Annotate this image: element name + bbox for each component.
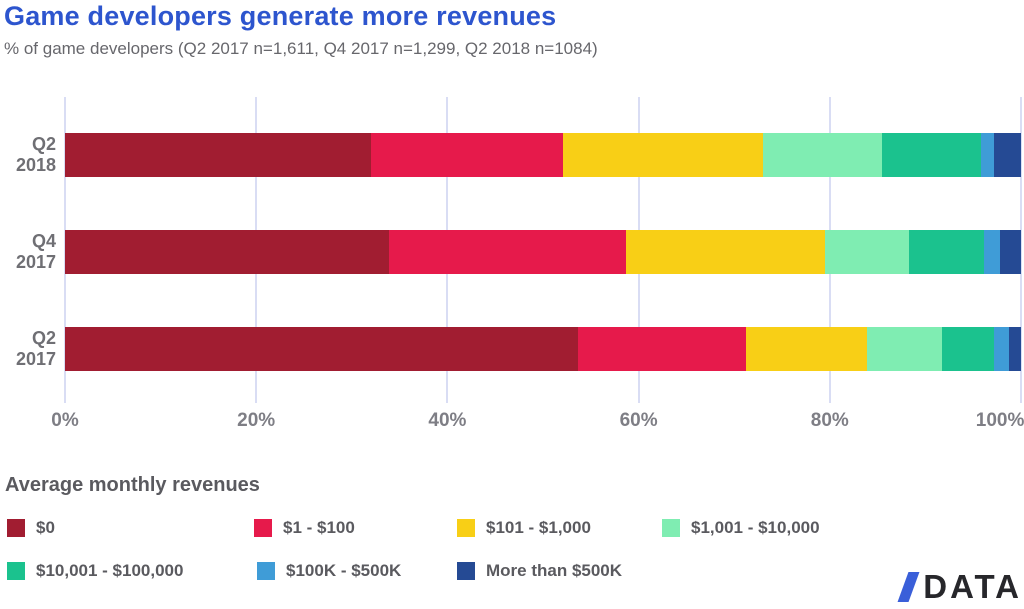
legend-item-label: More than $500K <box>486 561 623 580</box>
legend-item-label: $101 - $1,000 <box>486 518 591 537</box>
legend-item-label: $100K - $500K <box>286 561 402 580</box>
legend-swatch-100k-500k <box>257 562 275 580</box>
bar-segment-1-100 <box>389 230 627 274</box>
y-axis-labels: Q2 2018 Q4 2017 Q2 2017 <box>0 97 56 403</box>
bar-segment-100k-500k <box>983 230 1000 274</box>
x-axis-tick-label: 100% <box>975 410 1024 431</box>
bar-segment-more-than-500k <box>1008 327 1021 371</box>
x-axis: 0% 20% 40% 60% 80% 100% <box>51 410 1024 436</box>
bar-segment-100k-500k <box>994 327 1009 371</box>
legend-item-label: $0 <box>36 518 55 537</box>
legend-item-label: $10,001 - $100,000 <box>36 561 184 580</box>
bar-segment-101-1-000 <box>563 133 763 177</box>
bar-segment-1-001-10-000 <box>762 133 883 177</box>
legend-swatch-more-than-500k <box>457 562 475 580</box>
category-label-q2-2017: Q2 2017 <box>15 328 56 369</box>
bar-segment-1-100 <box>578 327 746 371</box>
legend-item-label: $1,001 - $10,000 <box>691 518 820 537</box>
data-logo: DATA <box>897 568 1022 605</box>
legend: $0 $1 - $100 $101 - $1,000 $1,001 - $10,000… <box>7 518 1021 603</box>
chart-title: Game developers generate more revenues <box>4 1 557 31</box>
bar-segment-10-001-100-000 <box>882 133 981 177</box>
legend-item-more-than-500k: More than $500K <box>457 561 622 581</box>
bar-segment-101-1-000 <box>626 230 825 274</box>
legend-swatch-10-001-100-000 <box>7 562 25 580</box>
legend-title: Average monthly revenues <box>5 474 260 496</box>
bar-segment-1-100 <box>370 133 564 177</box>
bar-segment-more-than-500k <box>994 133 1021 177</box>
legend-item-1-001-10-000: $1,001 - $10,000 <box>662 518 820 538</box>
bar-segment-more-than-500k <box>999 230 1021 274</box>
bar-row-q4-2017 <box>65 230 1021 274</box>
legend-item-0: $0 <box>7 518 55 538</box>
bar-segment-0 <box>65 327 579 371</box>
legend-item-1-100: $1 - $100 <box>254 518 355 538</box>
chart-subtitle: % of game developers (Q2 2017 n=1,611, Q… <box>4 39 598 58</box>
bar-segment-1-001-10-000 <box>825 230 910 274</box>
bar-segment-10-001-100-000 <box>909 230 984 274</box>
logo-text: DATA <box>923 568 1022 605</box>
legend-item-101-1-000: $101 - $1,000 <box>457 518 591 538</box>
bar-segment-0 <box>65 230 390 274</box>
legend-item-label: $1 - $100 <box>283 518 355 537</box>
x-axis-tick-label: 80% <box>810 410 849 431</box>
x-axis-tick-label: 40% <box>428 410 467 431</box>
category-label-q2-2018: Q2 2018 <box>15 134 56 175</box>
bar-row-q2-2017 <box>65 327 1021 371</box>
x-axis-tick-label: 20% <box>237 410 276 431</box>
plot-area <box>64 97 1022 403</box>
bar-segment-100k-500k <box>980 133 995 177</box>
bar-segment-1-001-10-000 <box>867 327 942 371</box>
bar-segment-101-1-000 <box>745 327 868 371</box>
legend-item-10-001-100-000: $10,001 - $100,000 <box>7 561 183 581</box>
bar-segment-0 <box>65 133 371 177</box>
gridline-100% <box>1020 97 1022 403</box>
category-label-q4-2017: Q4 2017 <box>15 231 56 272</box>
legend-swatch-101-1-000 <box>457 519 475 537</box>
legend-swatch-0 <box>7 519 25 537</box>
legend-swatch-1-001-10-000 <box>662 519 680 537</box>
x-axis-tick-label: 60% <box>619 410 658 431</box>
bar-row-q2-2018 <box>65 133 1021 177</box>
bar-segment-10-001-100-000 <box>941 327 995 371</box>
legend-swatch-1-100 <box>254 519 272 537</box>
legend-item-100k-500k: $100K - $500K <box>257 561 401 581</box>
x-axis-tick-label: 0% <box>51 410 79 431</box>
